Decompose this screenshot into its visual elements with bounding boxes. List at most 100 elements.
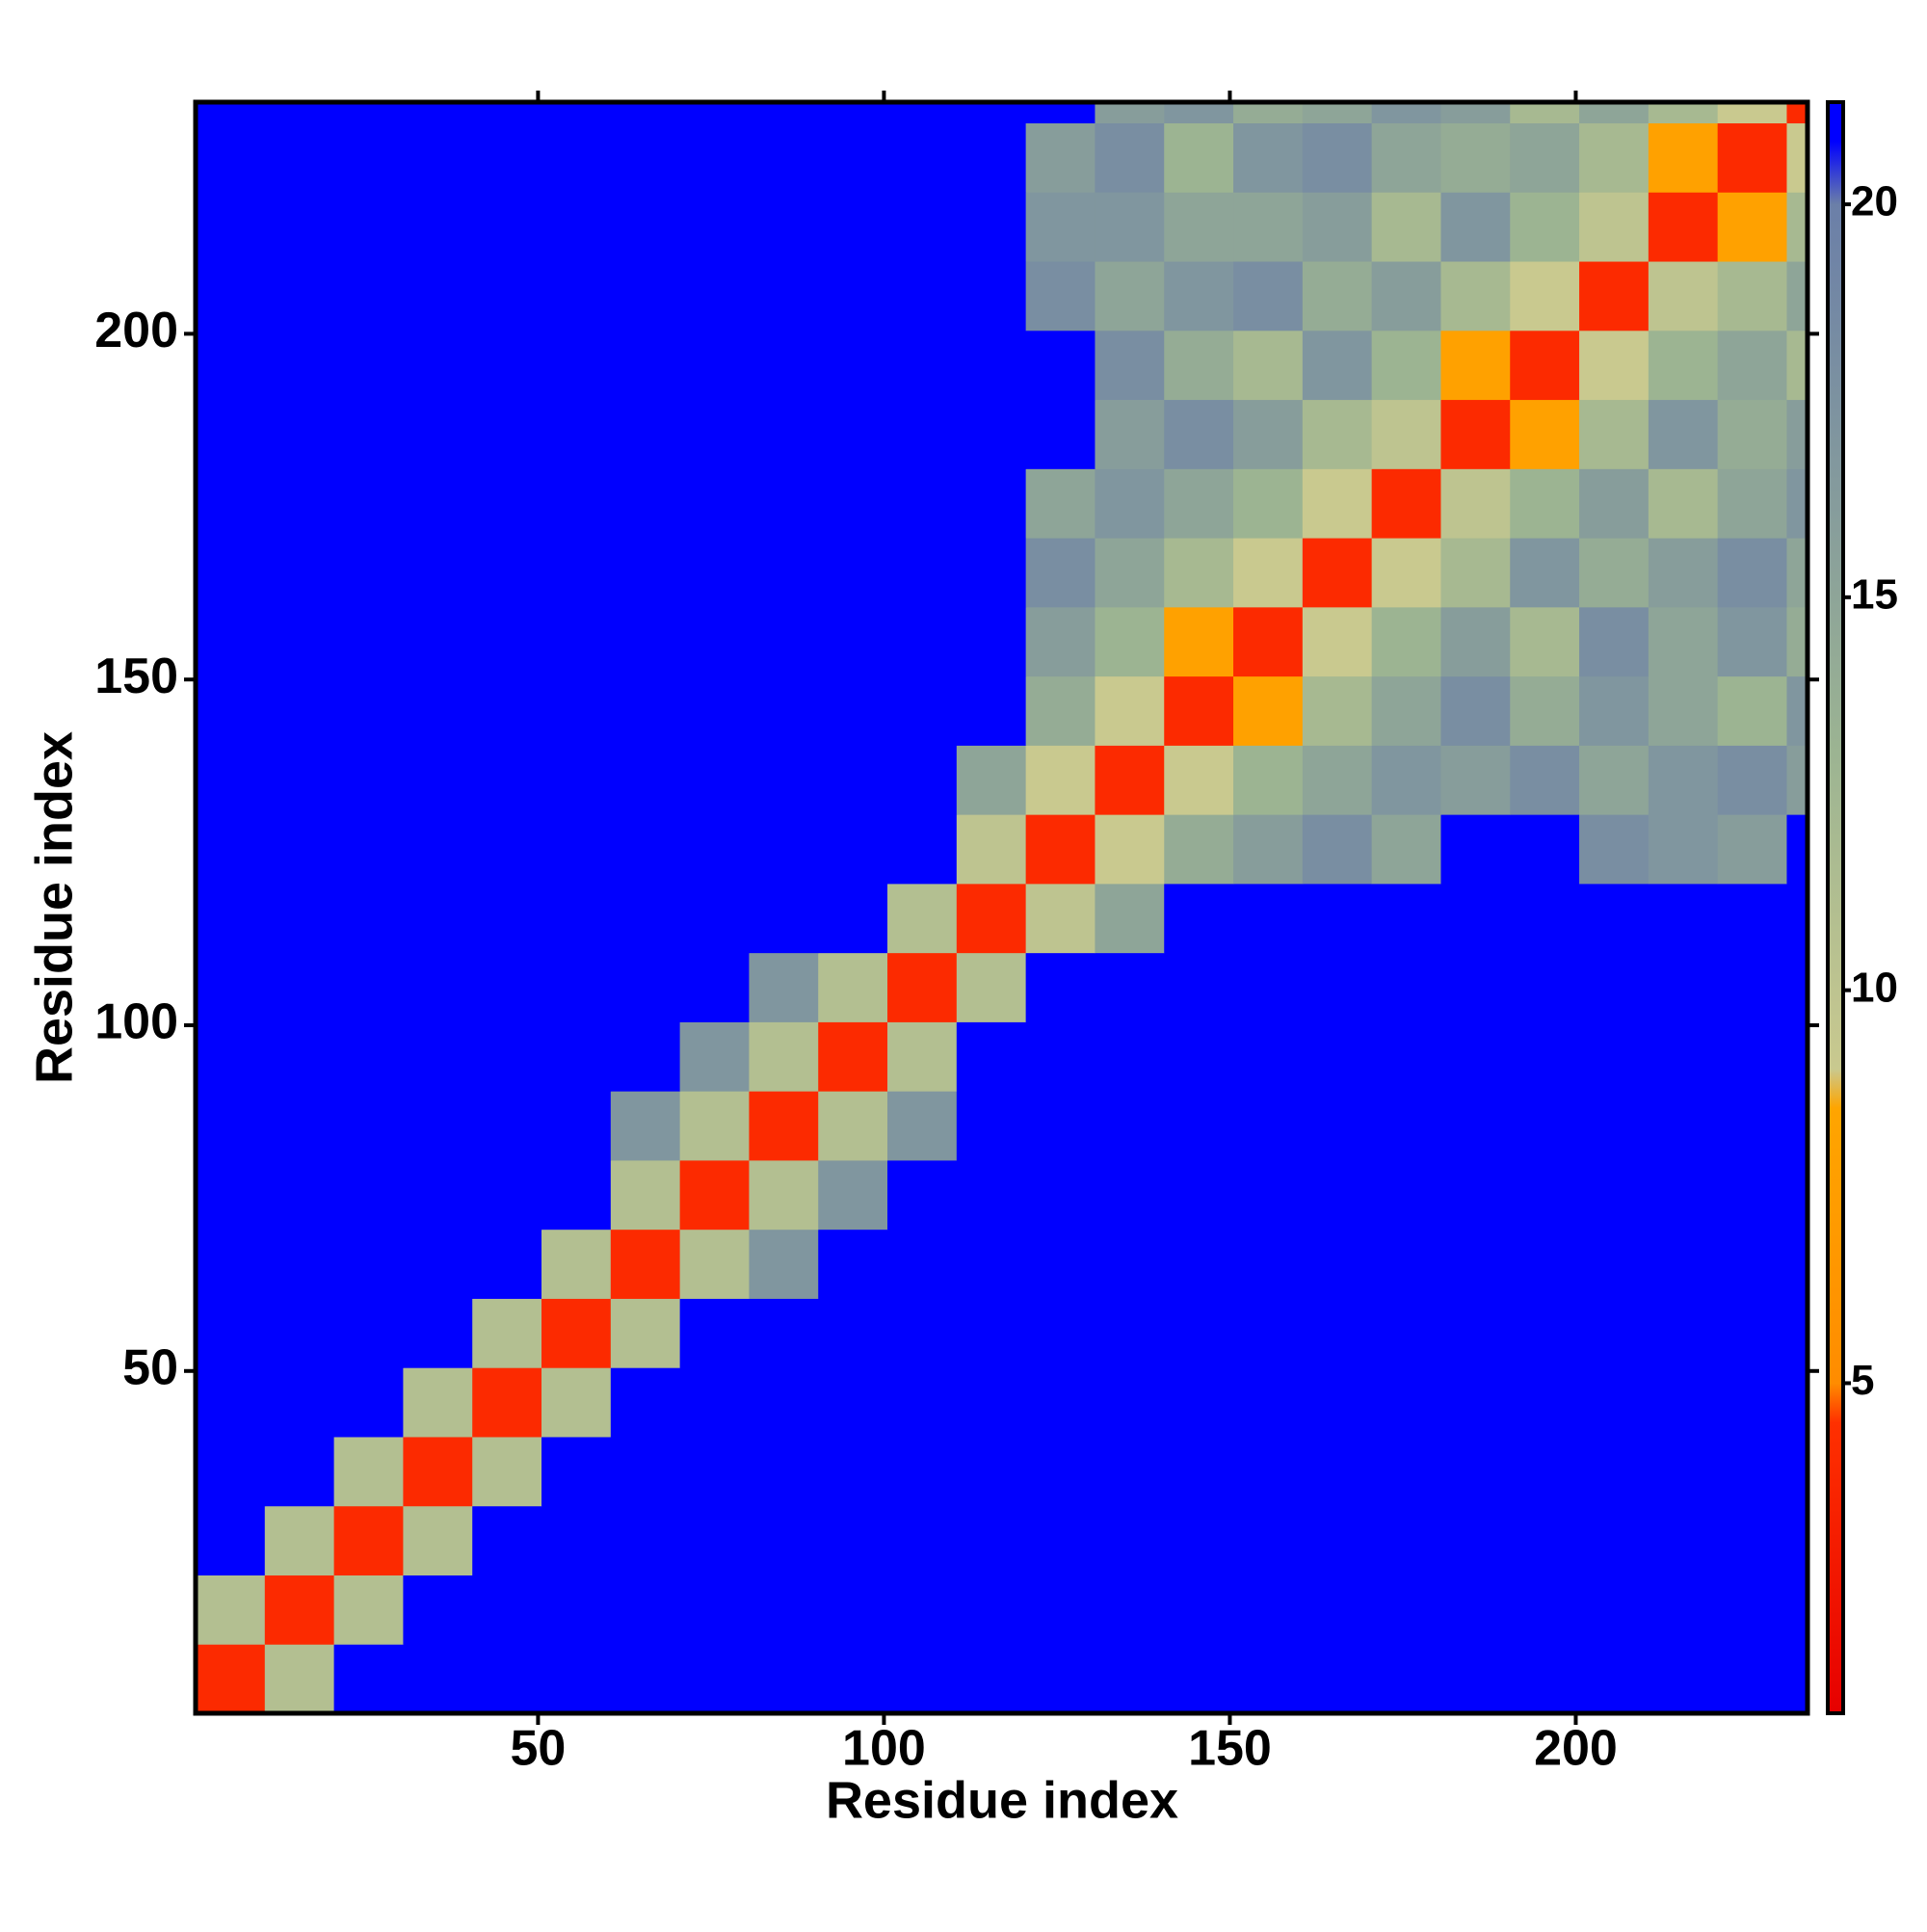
colorbar-tick-label: 5	[1851, 1357, 1874, 1404]
heatmap-cell	[679, 1091, 750, 1161]
heatmap-cell	[956, 1159, 1027, 1231]
heatmap-cell	[610, 538, 681, 608]
heatmap-cell	[1786, 192, 1808, 262]
heatmap-cell	[887, 330, 958, 401]
heatmap-cell	[1579, 1021, 1650, 1092]
heatmap-cell	[264, 1021, 335, 1092]
heatmap-cell	[610, 261, 681, 331]
heatmap-cell	[1579, 538, 1650, 608]
heatmap-cell	[1371, 192, 1441, 262]
heatmap-cell	[1371, 261, 1441, 331]
heatmap-cell	[749, 952, 819, 1022]
heatmap-cell	[1164, 1091, 1234, 1161]
heatmap-cell	[1648, 1644, 1719, 1714]
heatmap-cell	[1786, 814, 1808, 885]
heatmap-cell	[196, 330, 266, 401]
heatmap-cell	[1648, 330, 1719, 401]
heatmap-cell	[1717, 261, 1787, 331]
heatmap-cell	[1579, 1159, 1650, 1231]
heatmap-cell	[472, 606, 542, 677]
heatmap-cell	[333, 192, 404, 262]
heatmap-cell	[887, 1575, 958, 1645]
heatmap-cell	[749, 330, 819, 401]
heatmap-cell	[1440, 399, 1511, 469]
heatmap-cell	[1095, 814, 1165, 885]
heatmap-cell	[956, 1091, 1027, 1161]
heatmap-cell	[749, 1159, 819, 1231]
heatmap-cell	[1717, 1575, 1787, 1645]
heatmap-cell	[333, 1021, 404, 1092]
heatmap-cell	[333, 1505, 404, 1575]
heatmap-cell	[1717, 1644, 1787, 1714]
heatmap-cell	[1717, 1298, 1787, 1368]
heatmap-cell	[1164, 952, 1234, 1022]
heatmap-cell	[1095, 192, 1165, 262]
heatmap-cell	[1510, 952, 1580, 1022]
heatmap-cell	[749, 122, 819, 193]
heatmap-cell	[1164, 261, 1234, 331]
heatmap-cell	[403, 1021, 473, 1092]
heatmap-cell	[1095, 1021, 1165, 1092]
heatmap-cell	[1717, 814, 1787, 885]
heatmap-cell	[1717, 952, 1787, 1022]
heatmap-cell	[1233, 1159, 1304, 1231]
heatmap-cell	[1786, 1021, 1808, 1092]
heatmap-cell	[1302, 745, 1373, 815]
heatmap-cell	[1579, 261, 1650, 331]
heatmap-cell	[749, 1091, 819, 1161]
heatmap-cell	[1717, 538, 1787, 608]
heatmap-cell	[1579, 675, 1650, 746]
heatmap-cell	[610, 1229, 681, 1299]
plot-frame	[193, 99, 1810, 1716]
heatmap-cell	[1510, 122, 1580, 193]
heatmap-cell	[541, 883, 612, 954]
heatmap-cell	[403, 1644, 473, 1714]
heatmap-cell	[1648, 122, 1719, 193]
heatmap-cell	[1440, 745, 1511, 815]
heatmap-cell	[749, 1229, 819, 1299]
heatmap-cell	[333, 261, 404, 331]
heatmap-cell	[1648, 261, 1719, 331]
heatmap-cell	[1233, 468, 1304, 539]
heatmap-cell	[333, 952, 404, 1022]
heatmap-cell	[196, 814, 266, 885]
y-tick-label: 100	[94, 994, 178, 1050]
heatmap-cell	[541, 261, 612, 331]
heatmap-cell	[333, 538, 404, 608]
heatmap-cell	[1371, 1575, 1441, 1645]
heatmap-cell	[264, 883, 335, 954]
heatmap-cell	[1025, 606, 1095, 677]
heatmap-cell	[1371, 102, 1441, 124]
heatmap-cell	[1164, 399, 1234, 469]
heatmap-cell	[749, 1021, 819, 1092]
heatmap-cell	[1371, 675, 1441, 746]
heatmap-cell	[818, 1505, 888, 1575]
heatmap-cell	[610, 330, 681, 401]
heatmap-cell	[333, 399, 404, 469]
heatmap-cell	[610, 1091, 681, 1161]
heatmap-cell	[1717, 606, 1787, 677]
heatmap-cell	[472, 330, 542, 401]
heatmap-cell	[818, 952, 888, 1022]
heatmap-cell	[610, 1436, 681, 1507]
heatmap-cell	[403, 538, 473, 608]
heatmap-cell	[749, 538, 819, 608]
heatmap-cell	[749, 606, 819, 677]
heatmap-cell	[1164, 1436, 1234, 1507]
heatmap-cell	[1164, 468, 1234, 539]
heatmap-cell	[1095, 606, 1165, 677]
heatmap-cell	[1164, 1644, 1234, 1714]
heatmap-cell	[749, 745, 819, 815]
heatmap-cell	[956, 122, 1027, 193]
heatmap-cell	[1579, 468, 1650, 539]
heatmap-cell	[333, 745, 404, 815]
heatmap-cell	[749, 1644, 819, 1714]
x-tick-label: 200	[1534, 1721, 1618, 1777]
x-axis-title: Residue index	[826, 1771, 1178, 1829]
heatmap-cell	[472, 1367, 542, 1438]
heatmap-cell	[264, 192, 335, 262]
heatmap-cell	[541, 399, 612, 469]
heatmap-cell	[472, 192, 542, 262]
heatmap-cell	[472, 1436, 542, 1507]
heatmap-cell	[1025, 1575, 1095, 1645]
